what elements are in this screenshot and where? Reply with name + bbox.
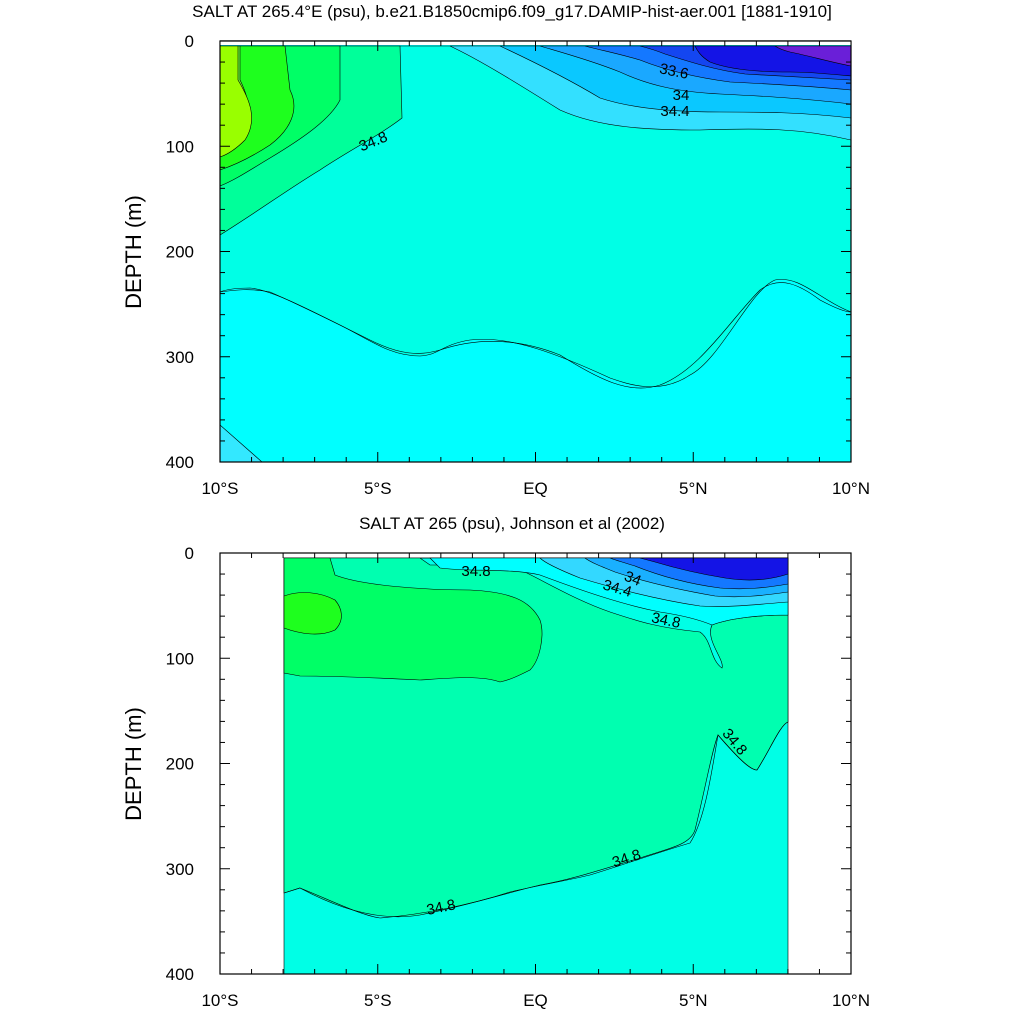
y-tick-label: 300	[166, 348, 194, 367]
chart-title-bottom: SALT AT 265 (psu), Johnson et al (2002)	[359, 514, 665, 533]
y-tick-label: 400	[166, 453, 194, 472]
ticks-top: 10°S 5°S EQ 5°N 10°N 0 100 200 300 400	[166, 32, 870, 498]
region-corner-blue	[220, 424, 263, 462]
y-tick-label: 100	[166, 649, 194, 668]
x-tick-label: 10°S	[201, 991, 238, 1010]
x-tick-label: 10°N	[832, 991, 870, 1010]
y-tick-label: 0	[185, 544, 194, 563]
contour-label: 34.8	[461, 563, 490, 580]
ticks-bottom: 10°S 5°S EQ 5°N 10°N 0 100 200 300 400	[166, 544, 870, 1010]
y-axis-label-bottom: DEPTH (m)	[121, 707, 146, 821]
contour-label: 34.4	[660, 103, 689, 120]
x-tick-label: EQ	[523, 479, 548, 498]
region-fresh-violet	[774, 45, 851, 67]
y-tick-label: 400	[166, 965, 194, 984]
x-tick-label: 5°S	[364, 991, 392, 1010]
x-tick-label: 10°N	[832, 479, 870, 498]
y-tick-label: 0	[185, 32, 194, 51]
y-axis-label-top: DEPTH (m)	[121, 195, 146, 309]
region-lime	[220, 45, 252, 158]
x-tick-label: 5°N	[679, 479, 708, 498]
x-tick-label: 5°N	[679, 991, 708, 1010]
contour-label: 34	[673, 87, 690, 104]
y-tick-label: 300	[166, 860, 194, 879]
region-green	[283, 557, 543, 683]
chart-title-top: SALT AT 265.4°E (psu), b.e21.B1850cmip6.…	[192, 2, 832, 21]
contour-label: 33.6	[658, 60, 690, 83]
region-bright-green	[283, 592, 342, 635]
y-tick-label: 200	[166, 755, 194, 774]
region-fresh-4b	[639, 557, 789, 581]
y-tick-label: 100	[166, 137, 194, 156]
x-tick-label: 5°S	[364, 479, 392, 498]
contour-label: 34	[622, 568, 644, 590]
contour-label: 34.8	[425, 896, 457, 919]
contour-label: 34.8	[650, 609, 682, 632]
x-tick-label: 10°S	[201, 479, 238, 498]
y-tick-label: 200	[166, 243, 194, 262]
x-tick-label: EQ	[523, 991, 548, 1010]
